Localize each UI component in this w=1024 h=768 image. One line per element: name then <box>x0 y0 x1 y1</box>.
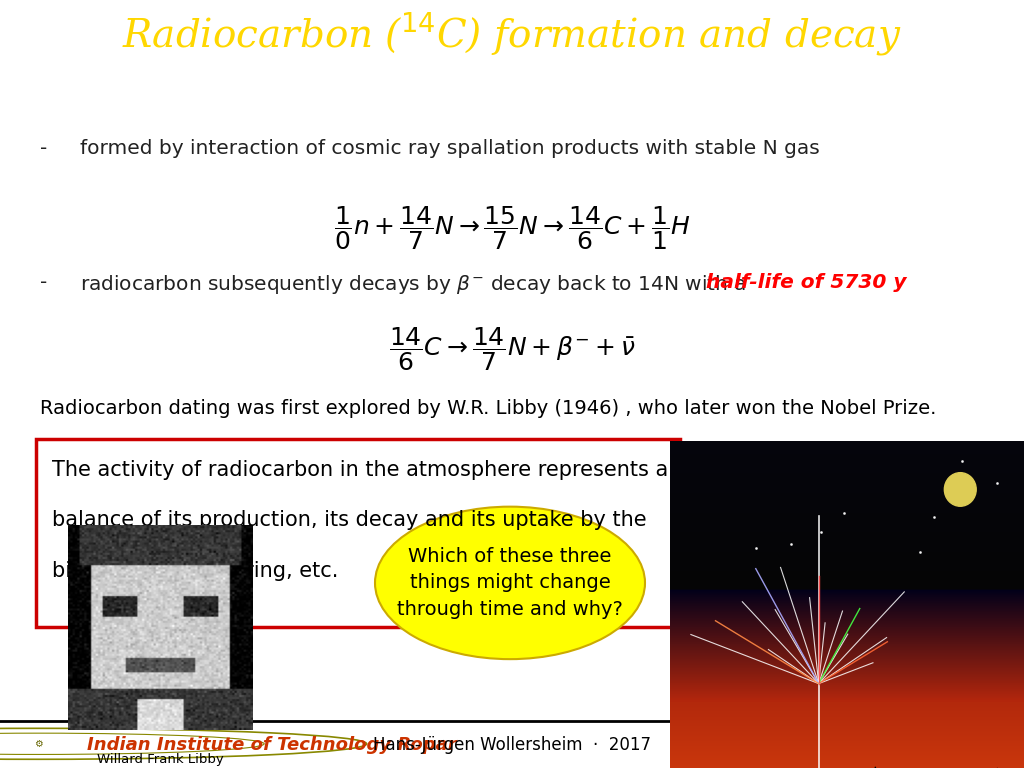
Text: Which of these three
things might change
through time and why?: Which of these three things might change… <box>397 547 623 619</box>
Circle shape <box>944 472 976 506</box>
Text: half-life of 5730 y: half-life of 5730 y <box>706 273 906 292</box>
Ellipse shape <box>375 507 645 659</box>
Text: radiocarbon subsequently decays by $\beta^{-}$ decay back to 14N with a: radiocarbon subsequently decays by $\bet… <box>80 273 749 296</box>
Text: Radiocarbon ($^{14}$C) formation and decay: Radiocarbon ($^{14}$C) formation and dec… <box>122 10 902 58</box>
Text: ⚙: ⚙ <box>35 739 43 749</box>
Text: formed by interaction of cosmic ray spallation products with stable N gas: formed by interaction of cosmic ray spal… <box>80 139 820 158</box>
Text: Indian Institute of Technology Ropar: Indian Institute of Technology Ropar <box>87 736 457 753</box>
Text: -: - <box>40 273 47 292</box>
Text: The activity of radiocarbon in the atmosphere represents a: The activity of radiocarbon in the atmos… <box>52 460 669 480</box>
Text: $\dfrac{14}{6}C \rightarrow \dfrac{14}{7}N + \beta^{-} + \bar{\nu}$: $\dfrac{14}{6}C \rightarrow \dfrac{14}{7… <box>389 325 635 373</box>
Text: balance of its production, its decay and its uptake by the: balance of its production, its decay and… <box>52 510 646 531</box>
FancyBboxPatch shape <box>36 439 680 627</box>
Text: -: - <box>40 139 47 158</box>
Text: Radiocarbon dating was first explored by W.R. Libby (1946) , who later won the N: Radiocarbon dating was first explored by… <box>40 399 936 418</box>
Text: $\dfrac{1}{0}n + \dfrac{14}{7}N \rightarrow \dfrac{15}{7}N \rightarrow \dfrac{14: $\dfrac{1}{0}n + \dfrac{14}{7}N \rightar… <box>334 204 690 252</box>
Text: GSI: GSI <box>943 733 988 756</box>
Text: biosphere, weathering, etc.: biosphere, weathering, etc. <box>52 561 338 581</box>
Text: Willard Frank Libby: Willard Frank Libby <box>97 753 224 766</box>
Text: Hans-Jürgen Wollersheim  ·  2017: Hans-Jürgen Wollersheim · 2017 <box>373 736 651 753</box>
